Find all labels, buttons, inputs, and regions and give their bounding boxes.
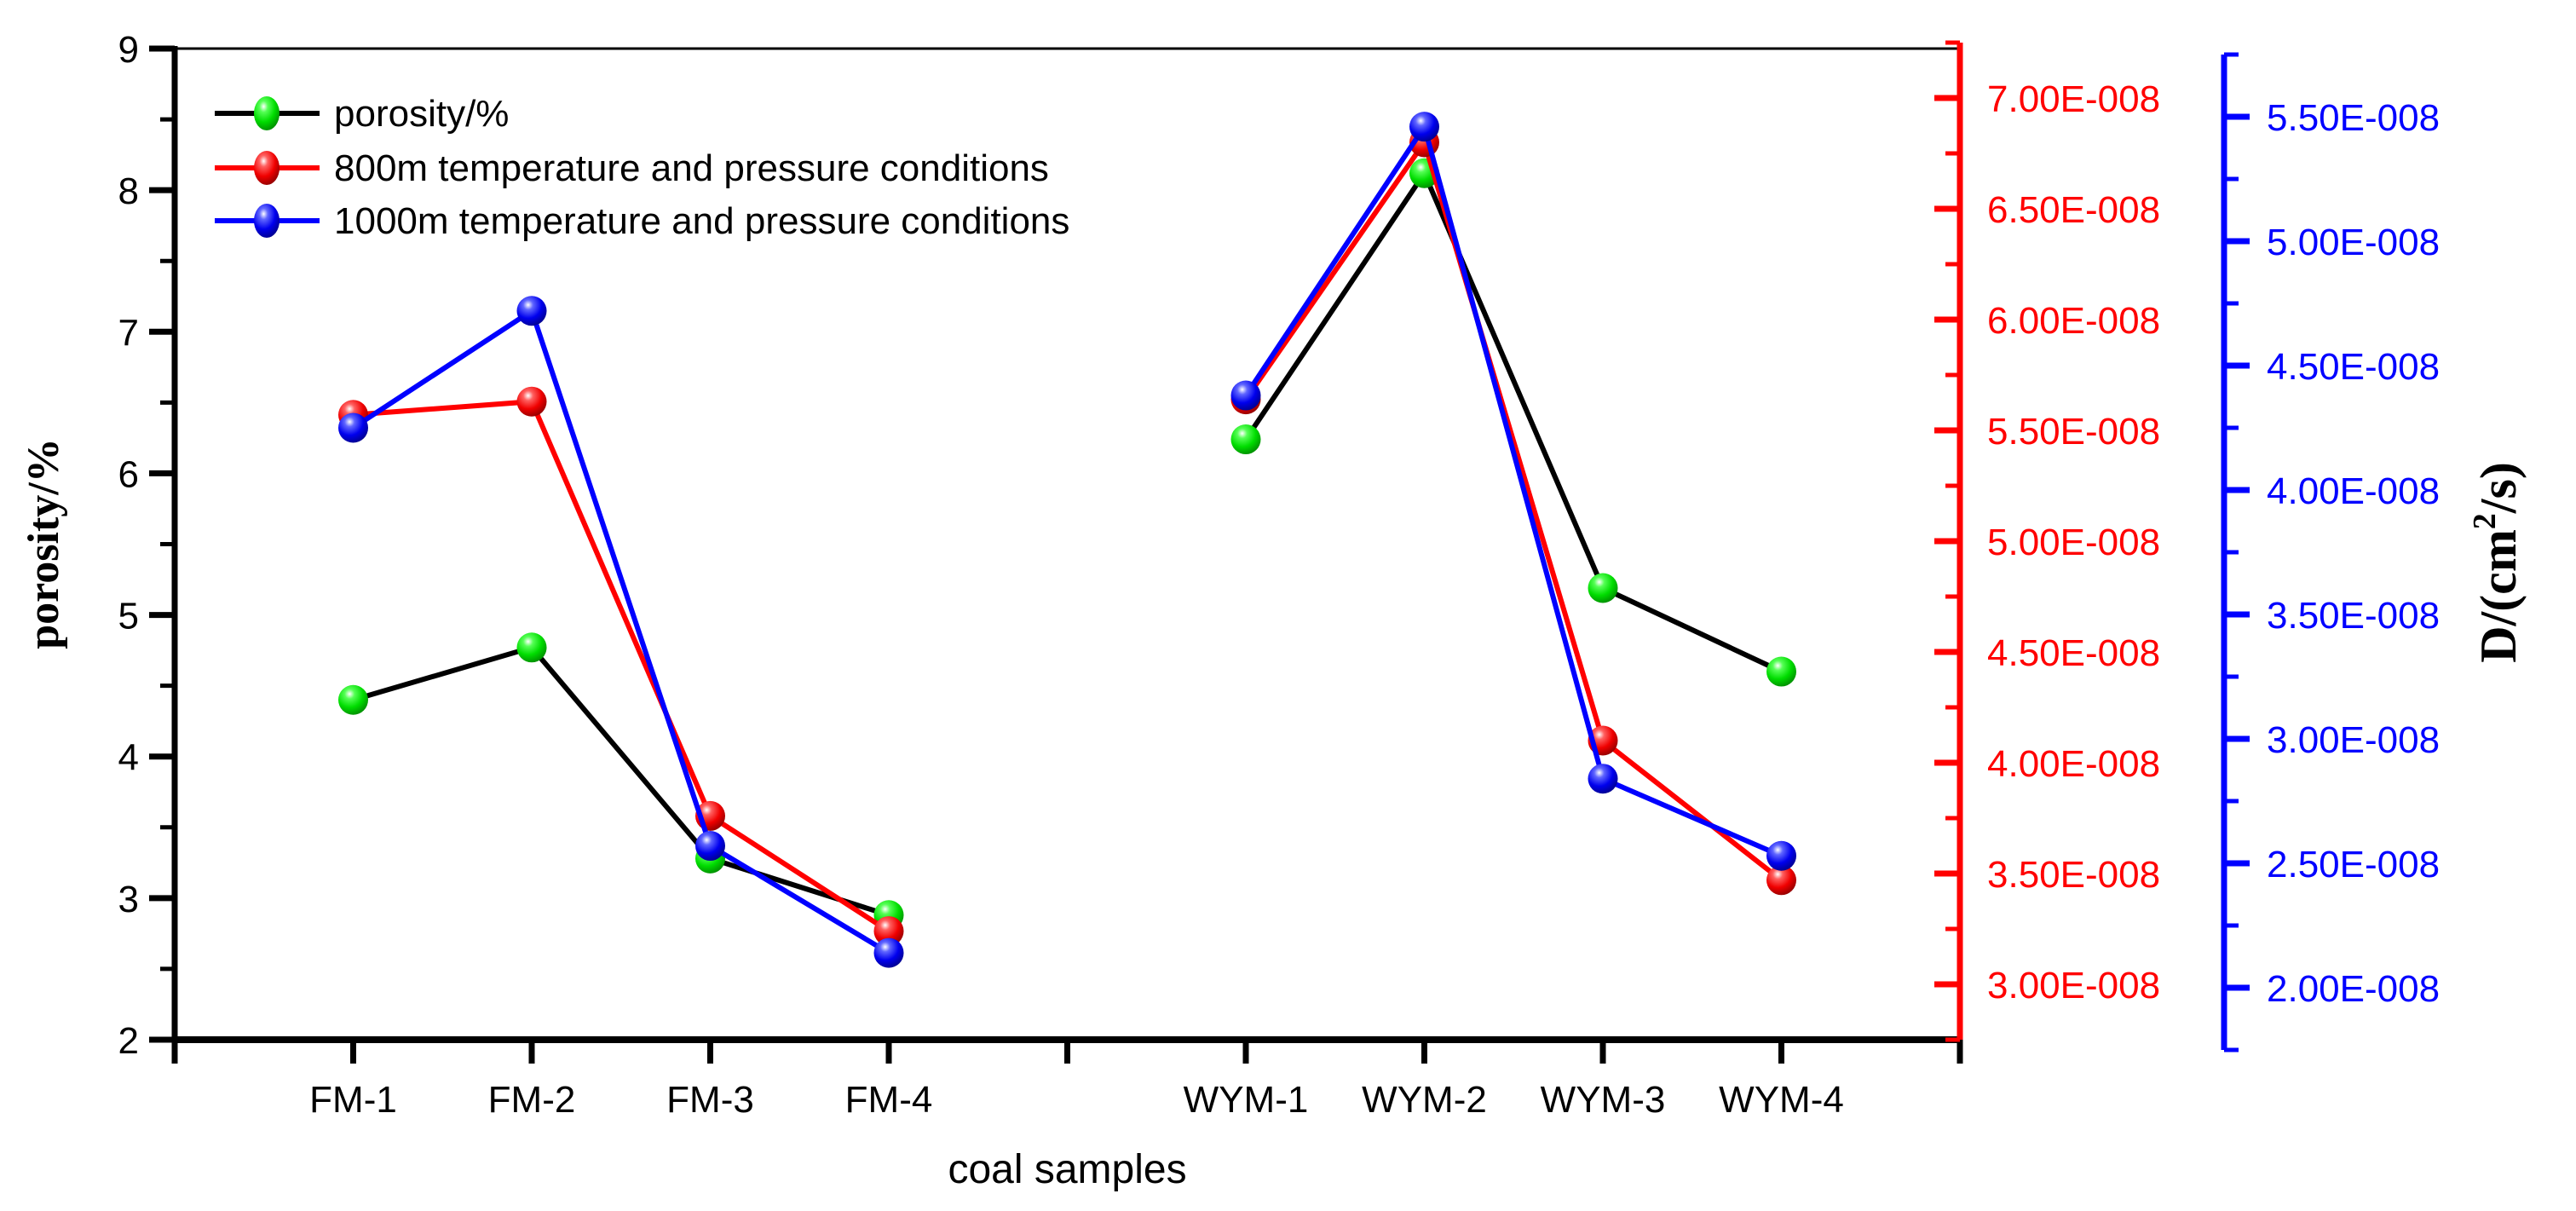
legend: porosity/% 800m temperature and pressure … bbox=[215, 93, 1069, 242]
series-line bbox=[352, 644, 890, 918]
series-porosity bbox=[338, 158, 1796, 931]
legend-label: 1000m temperature and pressure condition… bbox=[334, 200, 1069, 242]
data-point-marker bbox=[873, 916, 904, 947]
series-line bbox=[1243, 167, 1783, 674]
red-tick-label: 3.50E-008 bbox=[1987, 854, 2160, 896]
data-point-marker bbox=[516, 632, 547, 663]
axes bbox=[171, 43, 2227, 1050]
blue-tick-label: 3.00E-008 bbox=[2267, 719, 2440, 761]
data-point-marker bbox=[1766, 840, 1796, 871]
blue-tick-label: 4.50E-008 bbox=[2267, 346, 2440, 388]
x-category-label: FM-3 bbox=[666, 1079, 754, 1121]
left-tick-label: 5 bbox=[118, 596, 139, 637]
blue-tick-label: 3.50E-008 bbox=[2267, 595, 2440, 637]
data-point-marker bbox=[1230, 424, 1261, 455]
legend-marker-icon bbox=[254, 204, 279, 238]
left-tick-label: 2 bbox=[118, 1020, 139, 1062]
left-tick-label: 9 bbox=[118, 29, 139, 71]
red-tick-label: 4.00E-008 bbox=[1987, 743, 2160, 785]
red-tick-label: 6.00E-008 bbox=[1987, 300, 2160, 342]
data-point-marker bbox=[338, 412, 368, 443]
left-axis-title: porosity/% bbox=[20, 438, 68, 649]
x-axis-title: coal samples bbox=[948, 1147, 1186, 1192]
x-category-label: WYM-1 bbox=[1184, 1079, 1309, 1121]
legend-item: 800m temperature and pressure conditions bbox=[215, 147, 1049, 189]
data-point-marker bbox=[1766, 865, 1796, 896]
left-tick-label: 6 bbox=[118, 453, 139, 495]
legend-label: 800m temperature and pressure conditions bbox=[334, 147, 1049, 189]
data-point-marker bbox=[1409, 112, 1439, 142]
blue-tick-label: 5.50E-008 bbox=[2267, 97, 2440, 139]
x-category-label: WYM-4 bbox=[1719, 1079, 1844, 1121]
left-tick-label: 4 bbox=[118, 737, 139, 779]
blue-tick-label: 5.00E-008 bbox=[2267, 222, 2440, 263]
series-line bbox=[1243, 136, 1784, 883]
red-tick-label: 5.00E-008 bbox=[1987, 522, 2160, 563]
data-point-marker bbox=[873, 937, 904, 968]
x-category-label: FM-4 bbox=[845, 1079, 933, 1121]
data-point-marker bbox=[1230, 380, 1261, 411]
legend-marker-icon bbox=[254, 151, 279, 185]
series-800m bbox=[338, 127, 1796, 947]
red-tick-label: 5.50E-008 bbox=[1987, 411, 2160, 453]
red-tick-label: 4.50E-008 bbox=[1987, 632, 2160, 674]
x-category-label: WYM-3 bbox=[1541, 1079, 1666, 1121]
left-tick-label: 7 bbox=[118, 312, 139, 354]
series-line bbox=[351, 307, 890, 955]
right-axis-title: D/(cm2/s) bbox=[2467, 462, 2527, 663]
data-point-marker bbox=[338, 684, 368, 715]
legend-label: porosity/% bbox=[334, 93, 509, 135]
legend-item: porosity/% bbox=[215, 93, 509, 135]
data-point-marker bbox=[695, 831, 725, 862]
red-axis: 3.00E-008 3.50E-008 4.00E-008 4.50E-008 5.00… bbox=[1934, 40, 2160, 1042]
series-line bbox=[353, 399, 890, 934]
red-tick-label: 3.00E-008 bbox=[1987, 965, 2160, 1006]
series-line bbox=[1243, 120, 1783, 858]
legend-item: 1000m temperature and pressure condition… bbox=[215, 200, 1069, 242]
data-point-marker bbox=[516, 296, 547, 326]
x-category-label: WYM-2 bbox=[1362, 1079, 1487, 1121]
data-point-marker bbox=[1766, 656, 1796, 687]
blue-tick-label: 2.00E-008 bbox=[2267, 968, 2440, 1010]
x-category-label: FM-2 bbox=[488, 1079, 576, 1121]
red-tick-label: 7.00E-008 bbox=[1987, 78, 2160, 120]
data-point-marker bbox=[516, 386, 547, 417]
left-tick-label: 8 bbox=[118, 170, 139, 212]
series-1000m bbox=[338, 112, 1796, 968]
legend-marker-icon bbox=[254, 96, 279, 130]
red-tick-label: 6.50E-008 bbox=[1987, 189, 2160, 231]
bottom-axis: FM-1 FM-2 FM-3 FM-4 WYM-1 WYM-2 WYM-3 WYM-4 coal… bbox=[171, 1040, 1963, 1192]
blue-tick-label: 4.00E-008 bbox=[2267, 470, 2440, 512]
left-tick-label: 3 bbox=[118, 879, 139, 920]
x-category-label: FM-1 bbox=[309, 1079, 397, 1121]
blue-axis: 2.00E-008 2.50E-008 3.00E-008 3.50E-008 4.00… bbox=[2224, 52, 2440, 1052]
blue-tick-label: 2.50E-008 bbox=[2267, 844, 2440, 885]
left-axis: 2 3 4 5 6 7 8 9 bbox=[118, 29, 175, 1062]
data-point-marker bbox=[1588, 764, 1618, 794]
data-point-marker bbox=[1588, 573, 1618, 603]
